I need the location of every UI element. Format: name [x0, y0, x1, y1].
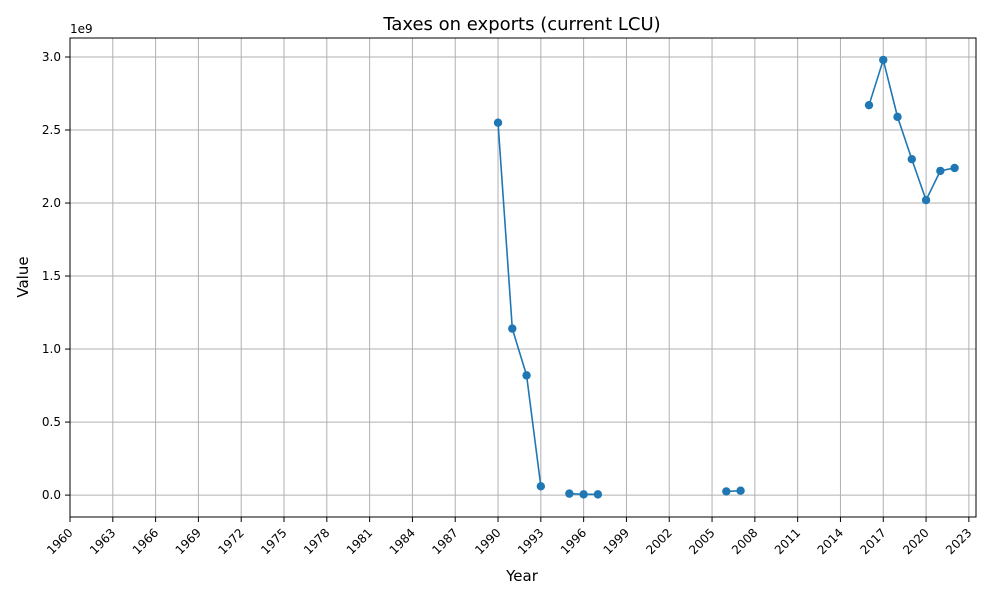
x-tick-label: 1972	[215, 526, 246, 557]
x-axis-label: Year	[505, 567, 539, 585]
x-tick-label: 2017	[857, 526, 888, 557]
x-tick-label: 1993	[515, 526, 546, 557]
data-point	[508, 324, 517, 333]
y-tick-label: 1.0	[42, 342, 61, 356]
grid-layer	[69, 38, 976, 517]
y-axis: 0.0 0.5 1.0 1.5 2.0 2.5 3.0	[42, 50, 70, 502]
data-point	[879, 55, 888, 65]
y-tick-label: 3.0	[42, 50, 61, 64]
series-layer	[493, 55, 959, 499]
x-tick-label: 1966	[130, 526, 161, 557]
y-axis-label: Value	[14, 256, 32, 297]
data-point	[522, 371, 531, 380]
x-tick-label: 2002	[643, 526, 674, 557]
x-tick-label: 2005	[686, 526, 717, 557]
y-tick-label: 0.0	[42, 488, 61, 502]
data-point	[565, 489, 574, 498]
x-axis: 1960 1963 1966 1969 1972 1975 1978 1981 1984 1987…	[44, 517, 975, 557]
x-tick-label: 1990	[472, 526, 503, 557]
plot-frame	[69, 37, 977, 518]
y-offset-label: 1e9	[70, 22, 93, 36]
data-point	[536, 482, 546, 491]
x-tick-label: 1969	[173, 526, 204, 557]
y-tick-label: 2.5	[42, 123, 61, 137]
x-tick-label: 2023	[943, 526, 974, 557]
data-point	[593, 490, 603, 499]
x-tick-label: 1960	[44, 526, 75, 557]
x-tick-label: 1975	[258, 526, 289, 557]
data-point	[722, 487, 731, 496]
x-tick-label: 2008	[729, 526, 760, 557]
data-point	[579, 490, 588, 499]
x-tick-label: 1984	[387, 526, 418, 557]
x-tick-label: 1978	[301, 526, 332, 557]
data-point	[936, 166, 945, 176]
y-tick-label: 2.0	[42, 196, 61, 210]
data-point	[864, 100, 874, 110]
chart-title: Taxes on exports (current LCU)	[382, 14, 660, 35]
y-tick-label: 1.5	[42, 269, 61, 283]
x-tick-label: 1996	[558, 526, 589, 557]
data-point	[907, 155, 916, 164]
x-tick-label: 2011	[772, 526, 803, 557]
x-tick-label: 1963	[87, 526, 118, 557]
x-tick-label: 1981	[344, 526, 375, 557]
y-tick-label: 0.5	[42, 415, 61, 429]
data-point	[921, 195, 931, 205]
data-point	[736, 486, 745, 495]
x-tick-label: 1987	[429, 526, 460, 557]
data-point	[950, 163, 959, 173]
x-tick-label: 2014	[815, 526, 846, 557]
series-line-segment	[497, 122, 542, 487]
data-point	[493, 118, 503, 127]
x-tick-label: 1999	[601, 526, 632, 557]
data-point	[893, 112, 902, 122]
x-tick-label: 2020	[900, 526, 931, 557]
